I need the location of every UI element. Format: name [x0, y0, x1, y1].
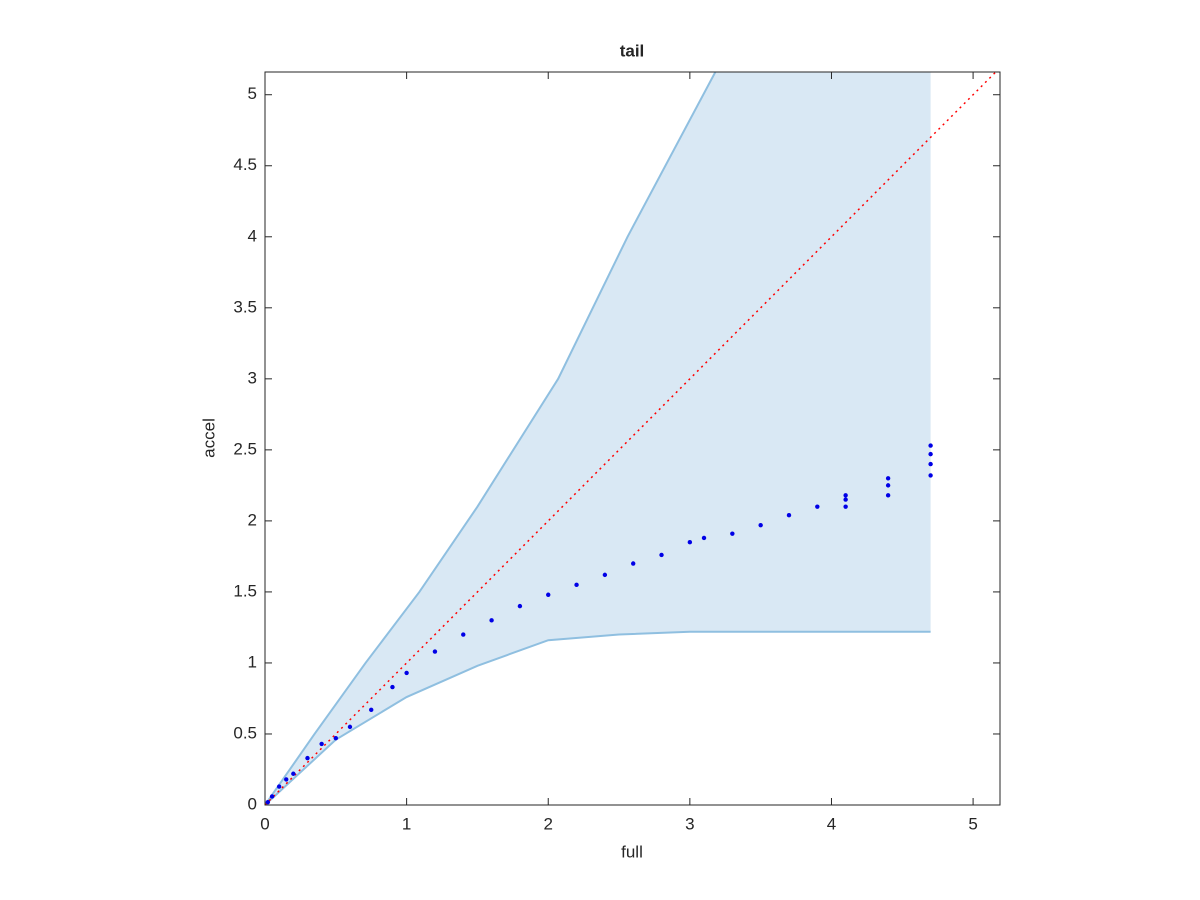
- x-tick-label: 4: [827, 814, 836, 833]
- data-point: [730, 531, 735, 536]
- y-axis-label: accel: [199, 418, 218, 458]
- data-point: [489, 618, 494, 623]
- data-point: [928, 451, 933, 457]
- y-tick-label: 5: [248, 84, 257, 103]
- data-point: [687, 539, 693, 545]
- data-point: [631, 561, 636, 566]
- data-point: [843, 504, 848, 509]
- data-point: [928, 443, 933, 448]
- data-point: [269, 794, 275, 799]
- data-point: [517, 603, 523, 609]
- data-point: [602, 572, 608, 578]
- data-point: [815, 504, 820, 509]
- data-point: [885, 483, 891, 488]
- data-point: [333, 736, 339, 741]
- y-tick-label: 4.5: [233, 155, 257, 174]
- data-point: [843, 493, 848, 498]
- y-tick-label: 2.5: [233, 439, 257, 458]
- y-tick-label: 1.5: [233, 581, 257, 600]
- data-point: [291, 771, 296, 776]
- data-point: [461, 632, 466, 637]
- y-tick-label: 3.5: [233, 297, 257, 316]
- data-point: [843, 497, 848, 502]
- y-tick-label: 3: [248, 368, 257, 387]
- data-point: [319, 741, 324, 747]
- y-tick-label: 0.5: [233, 723, 257, 742]
- chart-title: tail: [620, 41, 645, 60]
- y-tick-label: 2: [248, 510, 257, 529]
- band-lower-line: [265, 630, 931, 805]
- x-tick-label: 1: [402, 814, 411, 833]
- band-fill: [265, 72, 931, 805]
- data-point: [659, 552, 664, 558]
- data-point: [276, 784, 282, 789]
- data-point: [701, 535, 707, 541]
- data-point: [347, 724, 353, 730]
- y-tick-label: 4: [248, 226, 257, 245]
- data-point: [758, 522, 763, 528]
- x-tick-label: 2: [544, 814, 553, 833]
- data-point: [574, 582, 579, 588]
- band-upper-line: [265, 72, 717, 805]
- data-point: [928, 461, 933, 467]
- x-axis-label: full: [621, 842, 643, 861]
- data-point: [404, 670, 409, 676]
- x-tick-label: 5: [968, 814, 977, 833]
- data-point: [284, 777, 289, 782]
- data-point: [305, 755, 310, 761]
- data-point: [885, 476, 891, 481]
- data-point: [885, 493, 891, 498]
- data-point: [432, 649, 438, 654]
- x-tick-label: 3: [685, 814, 694, 833]
- data-point: [265, 799, 271, 805]
- y-tick-label: 0: [248, 794, 257, 813]
- plot-area: [265, 72, 997, 805]
- data-point: [546, 592, 551, 597]
- data-point: [786, 513, 792, 518]
- y-tick-label: 1: [248, 652, 257, 671]
- x-tick-label: 0: [260, 814, 269, 833]
- data-point: [390, 684, 395, 690]
- axes-box: [264, 71, 1001, 806]
- data-point: [928, 473, 933, 478]
- data-point: [369, 707, 374, 713]
